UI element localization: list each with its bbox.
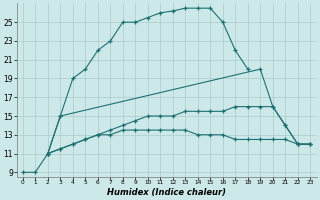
- X-axis label: Humidex (Indice chaleur): Humidex (Indice chaleur): [107, 188, 226, 197]
